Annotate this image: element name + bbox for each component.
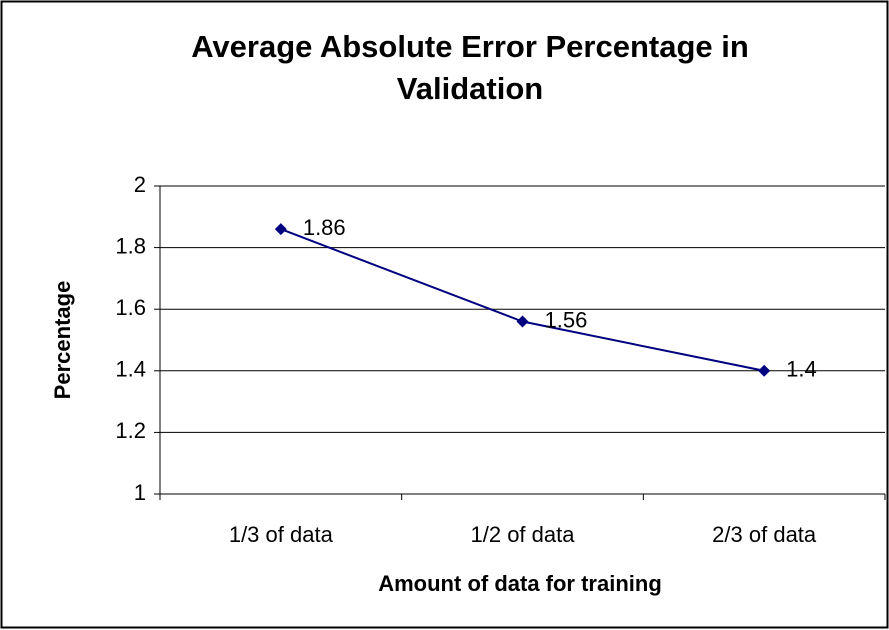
y-tick-label: 1.2: [115, 418, 146, 443]
data-label: 1.86: [303, 215, 346, 240]
y-axis-label: Percentage: [50, 281, 75, 400]
data-label: 1.4: [786, 357, 817, 382]
data-label: 1.56: [545, 307, 588, 332]
chart-title: Average Absolute Error Percentage in Val…: [191, 29, 749, 106]
y-tick-label: 1.6: [115, 295, 146, 320]
marker: [516, 315, 529, 328]
marker: [758, 364, 771, 377]
x-tick-label: 2/3 of data: [712, 522, 817, 547]
x-tick-label: 1/2 of data: [471, 522, 576, 547]
x-axis-label: Amount of data for training: [378, 571, 662, 596]
y-tick-label: 1: [134, 480, 146, 505]
y-tick-label: 1.8: [115, 233, 146, 258]
x-tick-label: 1/3 of data: [229, 522, 334, 547]
series-line: [280, 228, 765, 372]
y-tick-label: 2: [134, 172, 146, 197]
y-tick-label: 1.4: [115, 357, 146, 382]
marker: [274, 223, 287, 236]
